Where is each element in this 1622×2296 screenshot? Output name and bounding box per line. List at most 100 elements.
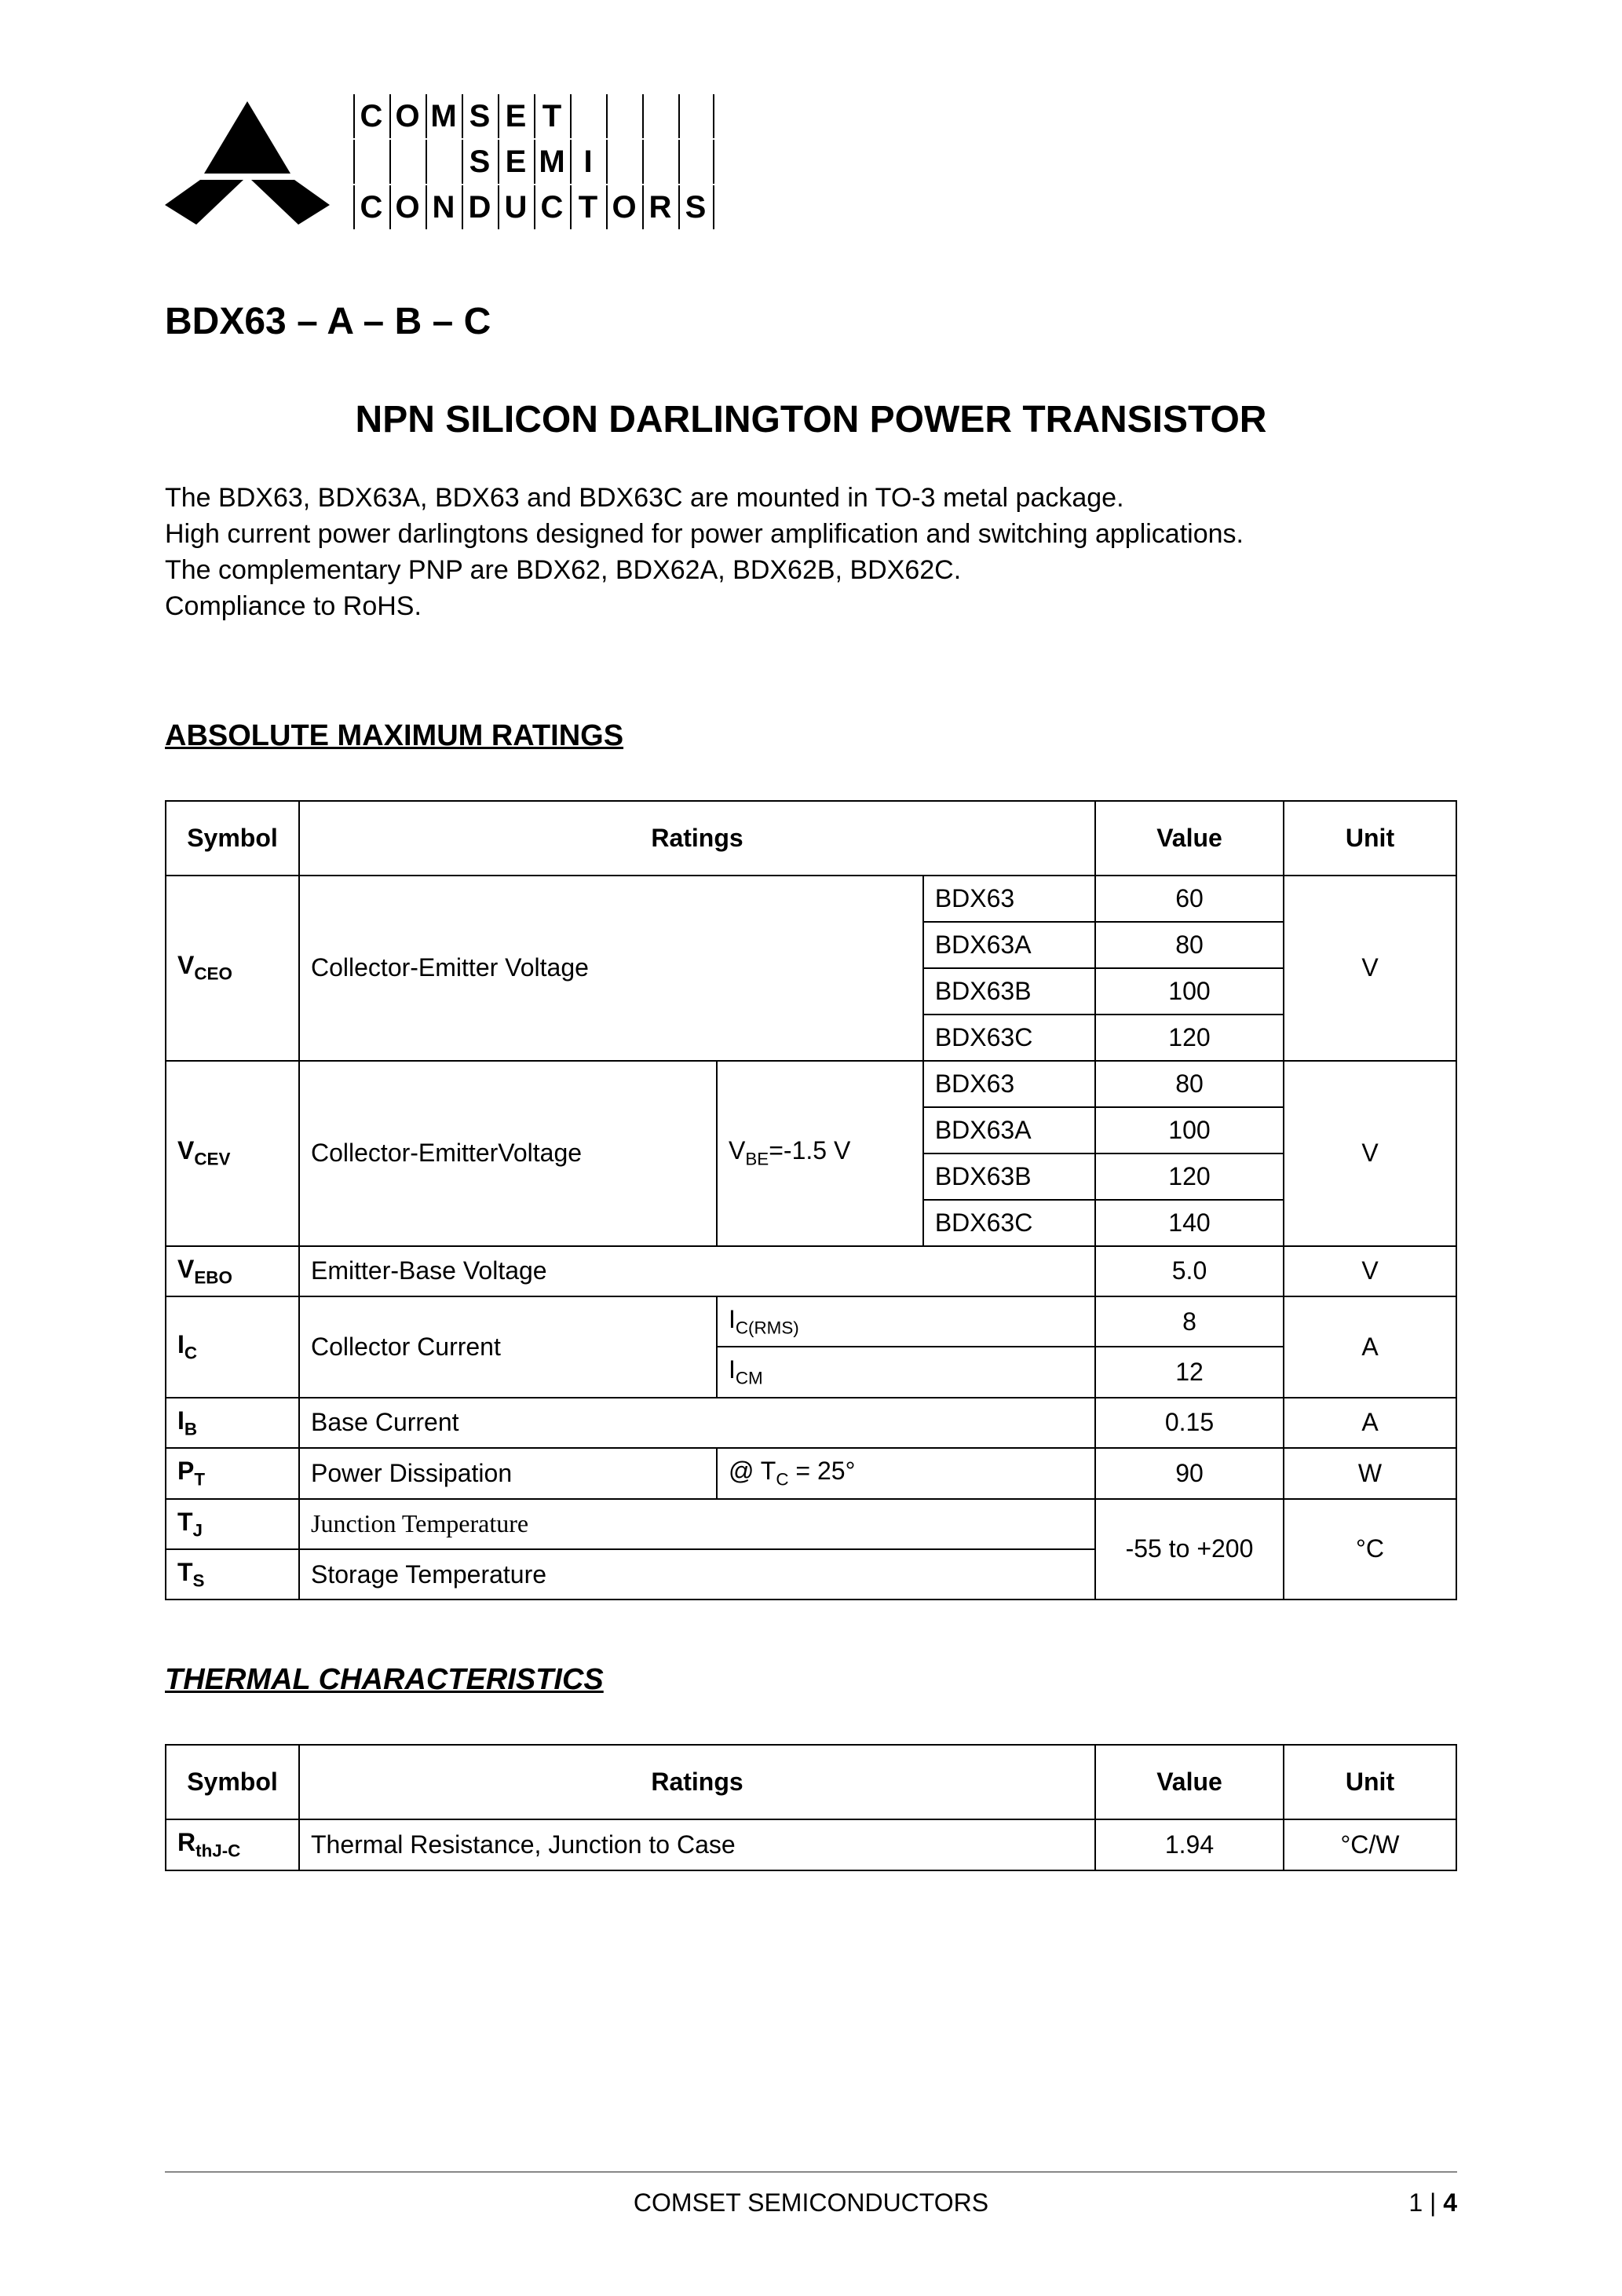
thermal-heading: THERMAL CHARACTERISTICS [165, 1663, 1457, 1697]
logo-letter: T [570, 185, 606, 229]
page-title: NPN SILICON DARLINGTON POWER TRANSISTOR [165, 398, 1457, 441]
vceo-part-1: BDX63A [923, 922, 1095, 968]
ib-unit: A [1284, 1398, 1456, 1448]
vcev-symbol: VCEV [166, 1061, 299, 1246]
vcev-val-0: 80 [1095, 1061, 1284, 1107]
ts-label: Storage Temperature [299, 1549, 1095, 1600]
col-ratings: Ratings [299, 801, 1095, 876]
amr-table: Symbol Ratings Value Unit VCEO Collector… [165, 800, 1457, 1601]
logo-block: COMSETSEMICONDUCTORS [165, 94, 1457, 229]
logo-letter: S [462, 140, 498, 184]
footer-company: COMSET SEMICONDUCTORS [165, 2188, 1457, 2217]
ic-cond-0: IC(RMS) [717, 1296, 1095, 1347]
vcev-part-0: BDX63 [923, 1061, 1095, 1107]
vebo-val: 5.0 [1095, 1246, 1284, 1296]
th-col-unit: Unit [1284, 1745, 1456, 1819]
vcev-label: Collector-EmitterVoltage [299, 1061, 717, 1246]
tj-symbol: TJ [166, 1499, 299, 1549]
ib-val: 0.15 [1095, 1398, 1284, 1448]
thermal-table: Symbol Ratings Value Unit RthJ-C Thermal… [165, 1744, 1457, 1870]
logo-letter: M [426, 94, 462, 138]
tj-label: Junction Temperature [299, 1499, 1095, 1549]
vcev-val-3: 140 [1095, 1200, 1284, 1246]
vebo-unit: V [1284, 1246, 1456, 1296]
temp-val: -55 to +200 [1095, 1499, 1284, 1600]
description: The BDX63, BDX63A, BDX63 and BDX63C are … [165, 481, 1457, 625]
ib-label: Base Current [299, 1398, 1095, 1448]
logo-letter [426, 140, 462, 184]
vebo-label: Emitter-Base Voltage [299, 1246, 1095, 1296]
vcev-val-2: 120 [1095, 1153, 1284, 1200]
logo-letter [642, 94, 678, 138]
vceo-part-2: BDX63B [923, 968, 1095, 1015]
vceo-label: Collector-Emitter Voltage [299, 876, 923, 1061]
logo-letter: T [534, 94, 570, 138]
description-line: High current power darlingtons designed … [165, 517, 1457, 553]
pt-unit: W [1284, 1448, 1456, 1498]
vcev-cond: VBE=-1.5 V [717, 1061, 923, 1246]
col-symbol: Symbol [166, 801, 299, 876]
logo-letter: D [462, 185, 498, 229]
logo-letter: C [534, 185, 570, 229]
logo-letter [353, 140, 389, 184]
vceo-part-3: BDX63C [923, 1015, 1095, 1061]
vceo-unit: V [1284, 876, 1456, 1061]
th-col-value: Value [1095, 1745, 1284, 1819]
logo-letter: C [353, 185, 389, 229]
logo-letter [570, 94, 606, 138]
logo-letter: E [498, 140, 534, 184]
company-text-logo: COMSETSEMICONDUCTORS [353, 94, 714, 229]
logo-letter: R [642, 185, 678, 229]
part-number: BDX63 – A – B – C [165, 300, 1457, 343]
vcev-part-3: BDX63C [923, 1200, 1095, 1246]
logo-letter: M [534, 140, 570, 184]
logo-letter [606, 140, 642, 184]
triangle-logo-icon [165, 95, 330, 229]
amr-heading: ABSOLUTE MAXIMUM RATINGS [165, 719, 1457, 753]
vcev-part-2: BDX63B [923, 1153, 1095, 1200]
vebo-symbol: VEBO [166, 1246, 299, 1296]
vcev-part-1: BDX63A [923, 1107, 1095, 1153]
logo-letter: I [570, 140, 606, 184]
temp-unit: °C [1284, 1499, 1456, 1600]
logo-letter [606, 94, 642, 138]
logo-letter [389, 140, 426, 184]
logo-letter [642, 140, 678, 184]
logo-letter: S [462, 94, 498, 138]
vcev-val-1: 100 [1095, 1107, 1284, 1153]
ts-symbol: TS [166, 1549, 299, 1600]
pt-symbol: PT [166, 1448, 299, 1498]
vceo-val-1: 80 [1095, 922, 1284, 968]
ic-val-1: 12 [1095, 1347, 1284, 1397]
rth-val: 1.94 [1095, 1819, 1284, 1870]
vceo-part-0: BDX63 [923, 876, 1095, 922]
vceo-val-0: 60 [1095, 876, 1284, 922]
logo-letter [678, 94, 714, 138]
ic-symbol: IC [166, 1296, 299, 1398]
description-line: The BDX63, BDX63A, BDX63 and BDX63C are … [165, 481, 1457, 517]
logo-letter: O [389, 185, 426, 229]
ic-label: Collector Current [299, 1296, 717, 1398]
description-line: Compliance to RoHS. [165, 589, 1457, 625]
ic-cond-1: ICM [717, 1347, 1095, 1397]
ic-unit: A [1284, 1296, 1456, 1398]
vceo-val-2: 100 [1095, 968, 1284, 1015]
rth-label: Thermal Resistance, Junction to Case [299, 1819, 1095, 1870]
vceo-symbol: VCEO [166, 876, 299, 1061]
pt-val: 90 [1095, 1448, 1284, 1498]
footer: COMSET SEMICONDUCTORS 1 | 4 [165, 2171, 1457, 2217]
logo-letter: E [498, 94, 534, 138]
th-col-symbol: Symbol [166, 1745, 299, 1819]
description-line: The complementary PNP are BDX62, BDX62A,… [165, 553, 1457, 589]
logo-letter: O [389, 94, 426, 138]
vcev-unit: V [1284, 1061, 1456, 1246]
th-col-ratings: Ratings [299, 1745, 1095, 1819]
pt-label: Power Dissipation [299, 1448, 717, 1498]
ib-symbol: IB [166, 1398, 299, 1448]
logo-letter: U [498, 185, 534, 229]
logo-letter: S [678, 185, 714, 229]
rth-unit: °C/W [1284, 1819, 1456, 1870]
pt-cond: @ TC = 25° [717, 1448, 1095, 1498]
rth-symbol: RthJ-C [166, 1819, 299, 1870]
logo-letter [678, 140, 714, 184]
